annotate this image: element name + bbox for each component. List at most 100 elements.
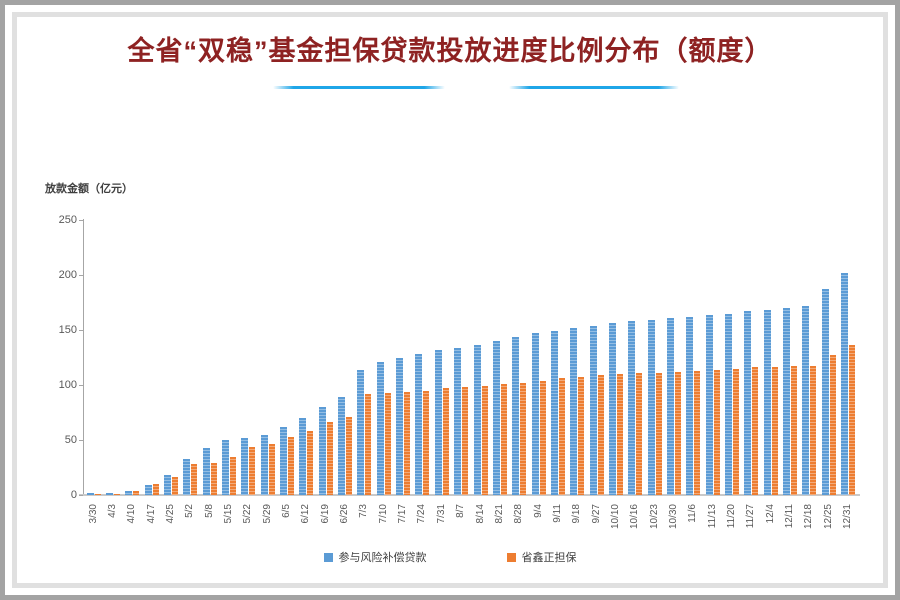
- bar-xinzheng-guarantee: [500, 383, 507, 495]
- bar-risk-compensation-loan: [783, 308, 791, 495]
- y-tick-label: 200: [58, 268, 77, 281]
- bar-risk-compensation-loan: [202, 447, 210, 495]
- bar-xinzheng-guarantee: [636, 372, 643, 495]
- bar-xinzheng-guarantee: [733, 368, 740, 495]
- bar-xinzheng-guarantee: [268, 444, 275, 495]
- bar-risk-compensation-loan: [647, 320, 655, 495]
- y-tick-mark: [79, 494, 83, 496]
- y-tick-label: 50: [64, 433, 77, 446]
- bar-risk-compensation-loan: [221, 440, 229, 495]
- y-tick-label: 0: [70, 488, 77, 501]
- bar-risk-compensation-loan: [86, 493, 94, 495]
- x-tick-label: 12/31: [842, 504, 854, 530]
- bar-xinzheng-guarantee: [694, 370, 701, 495]
- inner-frame: [12, 12, 888, 588]
- x-tick-label: 11/27: [745, 504, 757, 529]
- x-tick-label: 6/19: [319, 504, 331, 524]
- bar-risk-compensation-loan: [280, 426, 287, 495]
- y-tick-mark: [79, 439, 83, 441]
- bar-risk-compensation-loan: [299, 418, 307, 495]
- x-tick-label: 4/25: [164, 504, 176, 524]
- bar-risk-compensation-loan: [376, 361, 384, 495]
- x-tick-label: 10/10: [609, 504, 621, 530]
- bar-xinzheng-guarantee: [384, 392, 391, 495]
- title-divider-left: [273, 86, 445, 89]
- x-tick-label: 5/8: [203, 504, 215, 518]
- x-tick-label: 12/18: [803, 504, 815, 530]
- x-tick-label: 8/28: [513, 504, 525, 524]
- bar-risk-compensation-loan: [802, 305, 810, 495]
- bar-xinzheng-guarantee: [655, 372, 662, 495]
- x-tick-label: 7/3: [358, 504, 370, 518]
- x-tick-label: 5/29: [261, 504, 273, 524]
- legend-label-blue: 参与风险补偿贷款: [338, 552, 427, 564]
- bar-xinzheng-guarantee: [810, 366, 817, 495]
- x-tick-label: 7/17: [397, 504, 409, 524]
- x-tick-label: 4/10: [126, 504, 138, 524]
- bar-risk-compensation-loan: [163, 475, 171, 495]
- x-tick-label: 11/13: [706, 504, 718, 529]
- bar-risk-compensation-loan: [415, 354, 423, 495]
- y-tick-label: 250: [58, 213, 77, 226]
- y-axis-line: [83, 219, 84, 496]
- bar-xinzheng-guarantee: [404, 391, 411, 495]
- x-tick-label: 8/7: [455, 504, 467, 518]
- x-tick-label: 7/10: [377, 504, 389, 524]
- x-tick-label: 11/20: [726, 504, 738, 529]
- x-tick-label: 6/12: [300, 504, 312, 524]
- bar-xinzheng-guarantee: [346, 416, 353, 495]
- bar-xinzheng-guarantee: [307, 431, 314, 495]
- bar-xinzheng-guarantee: [578, 377, 585, 495]
- bar-xinzheng-guarantee: [94, 493, 101, 495]
- bar-xinzheng-guarantee: [210, 463, 217, 495]
- bar-risk-compensation-loan: [434, 349, 442, 495]
- x-tick-label: 12/4: [764, 504, 776, 524]
- bar-risk-compensation-loan: [628, 321, 636, 495]
- bar-xinzheng-guarantee: [365, 393, 372, 495]
- x-tick-label: 6/5: [281, 504, 292, 518]
- legend-label-orange: 省鑫正担保: [521, 552, 577, 564]
- x-tick-label: 10/23: [648, 504, 660, 530]
- bar-xinzheng-guarantee: [229, 456, 236, 495]
- bar-xinzheng-guarantee: [152, 484, 159, 495]
- bar-risk-compensation-loan: [396, 357, 404, 495]
- x-tick-label: 10/30: [668, 504, 679, 530]
- bar-xinzheng-guarantee: [133, 490, 140, 495]
- orange-series-swatch-icon: [506, 552, 516, 562]
- x-axis-line: [79, 494, 860, 496]
- bar-risk-compensation-loan: [550, 331, 558, 495]
- bar-xinzheng-guarantee: [326, 422, 333, 495]
- bar-xinzheng-guarantee: [520, 382, 527, 495]
- legend-item-orange: 省鑫正担保: [506, 549, 577, 565]
- bar-risk-compensation-loan: [357, 369, 365, 495]
- x-tick-label: 9/27: [590, 504, 602, 524]
- bar-risk-compensation-loan: [473, 345, 481, 495]
- bar-risk-compensation-loan: [125, 490, 133, 495]
- bar-risk-compensation-loan: [821, 289, 829, 495]
- bar-risk-compensation-loan: [608, 323, 616, 495]
- bar-xinzheng-guarantee: [713, 369, 720, 495]
- y-tick-label: 150: [58, 323, 77, 336]
- bar-risk-compensation-loan: [318, 407, 326, 495]
- x-tick-label: 7/31: [435, 504, 447, 524]
- x-tick-label: 8/21: [493, 504, 505, 524]
- bar-xinzheng-guarantee: [829, 355, 836, 495]
- x-tick-label: 4/3: [106, 504, 118, 518]
- bar-risk-compensation-loan: [492, 341, 500, 495]
- x-tick-label: 8/14: [474, 504, 486, 524]
- title-divider-right: [509, 86, 679, 89]
- bar-risk-compensation-loan: [105, 493, 113, 495]
- bar-risk-compensation-loan: [183, 458, 191, 495]
- bar-risk-compensation-loan: [241, 437, 249, 495]
- x-tick-label: 5/22: [242, 504, 254, 524]
- legend-item-blue: 参与风险补偿贷款: [323, 549, 427, 565]
- y-tick-mark: [79, 274, 83, 276]
- bar-risk-compensation-loan: [454, 347, 462, 495]
- bar-risk-compensation-loan: [725, 313, 733, 495]
- bar-xinzheng-guarantee: [481, 386, 488, 495]
- x-tick-label: 9/4: [532, 504, 544, 518]
- bar-risk-compensation-loan: [512, 336, 520, 495]
- bar-xinzheng-guarantee: [113, 493, 120, 495]
- x-tick-label: 5/15: [222, 504, 234, 524]
